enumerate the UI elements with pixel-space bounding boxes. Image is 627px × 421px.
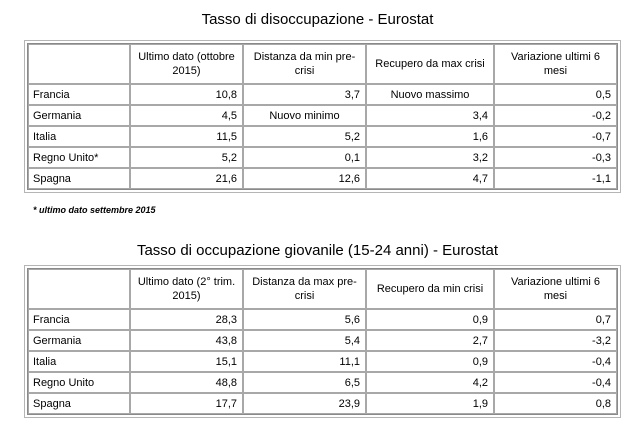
header-cell-dist: Distanza da min pre-crisi	[243, 44, 366, 84]
cell-recovery: 2,7	[366, 330, 494, 351]
cell-recovery: 4,2	[366, 372, 494, 393]
cell-change: -0,3	[494, 147, 617, 168]
cell-change: -0,2	[494, 105, 617, 126]
header-cell-change: Variazione ultimi 6 mesi	[494, 269, 617, 309]
cell-dist: Nuovo minimo	[243, 105, 366, 126]
cell-dist: 12,6	[243, 168, 366, 189]
cell-last: 4,5	[130, 105, 243, 126]
table-row: Regno Unito 48,8 6,5 4,2 -0,4	[28, 372, 617, 393]
cell-recovery: 3,4	[366, 105, 494, 126]
cell-last: 5,2	[130, 147, 243, 168]
unemployment-table: Ultimo dato (ottobre 2015) Distanza da m…	[27, 43, 618, 190]
cell-country: Germania	[28, 105, 130, 126]
cell-dist: 23,9	[243, 393, 366, 414]
cell-change: 0,5	[494, 84, 617, 105]
cell-change: 0,8	[494, 393, 617, 414]
cell-country: Germania	[28, 330, 130, 351]
youth-employment-table: Ultimo dato (2° trim. 2015) Distanza da …	[27, 268, 618, 415]
table-title-youth-employment: Tasso di occupazione giovanile (15-24 an…	[136, 242, 499, 259]
header-cell-last: Ultimo dato (ottobre 2015)	[130, 44, 243, 84]
cell-dist: 11,1	[243, 351, 366, 372]
table-row: Germania 4,5 Nuovo minimo 3,4 -0,2	[28, 105, 617, 126]
table-row: Italia 15,1 11,1 0,9 -0,4	[28, 351, 617, 372]
cell-last: 10,8	[130, 84, 243, 105]
header-cell-recovery: Recupero da max crisi	[366, 44, 494, 84]
table-title-unemployment: Tasso di disoccupazione - Eurostat	[201, 11, 434, 28]
cell-last: 15,1	[130, 351, 243, 372]
cell-dist: 0,1	[243, 147, 366, 168]
header-cell-change: Variazione ultimi 6 mesi	[494, 44, 617, 84]
cell-country: Regno Unito*	[28, 147, 130, 168]
cell-last: 48,8	[130, 372, 243, 393]
cell-change: -0,4	[494, 351, 617, 372]
cell-dist: 3,7	[243, 84, 366, 105]
cell-change: -0,7	[494, 126, 617, 147]
cell-country: Spagna	[28, 168, 130, 189]
cell-change: -3,2	[494, 330, 617, 351]
table-row: Spagna 17,7 23,9 1,9 0,8	[28, 393, 617, 414]
cell-last: 28,3	[130, 309, 243, 330]
cell-recovery: 0,9	[366, 309, 494, 330]
cell-dist: 5,6	[243, 309, 366, 330]
cell-change: 0,7	[494, 309, 617, 330]
cell-recovery: 4,7	[366, 168, 494, 189]
table-row: Regno Unito* 5,2 0,1 3,2 -0,3	[28, 147, 617, 168]
header-cell-country	[28, 269, 130, 309]
cell-dist: 5,4	[243, 330, 366, 351]
header-cell-last: Ultimo dato (2° trim. 2015)	[130, 269, 243, 309]
footnote: * ultimo dato settembre 2015	[33, 205, 156, 215]
cell-country: Regno Unito	[28, 372, 130, 393]
table-header-row: Ultimo dato (2° trim. 2015) Distanza da …	[28, 269, 617, 309]
cell-dist: 5,2	[243, 126, 366, 147]
cell-recovery: 1,6	[366, 126, 494, 147]
header-cell-country	[28, 44, 130, 84]
cell-country: Francia	[28, 84, 130, 105]
header-cell-recovery: Recupero da min crisi	[366, 269, 494, 309]
cell-country: Italia	[28, 351, 130, 372]
table-row: Francia 10,8 3,7 Nuovo massimo 0,5	[28, 84, 617, 105]
cell-recovery: Nuovo massimo	[366, 84, 494, 105]
table-row: Francia 28,3 5,6 0,9 0,7	[28, 309, 617, 330]
cell-country: Spagna	[28, 393, 130, 414]
cell-last: 17,7	[130, 393, 243, 414]
cell-change: -1,1	[494, 168, 617, 189]
cell-recovery: 0,9	[366, 351, 494, 372]
header-cell-dist: Distanza da max pre-crisi	[243, 269, 366, 309]
table-row: Italia 11,5 5,2 1,6 -0,7	[28, 126, 617, 147]
table-header-row: Ultimo dato (ottobre 2015) Distanza da m…	[28, 44, 617, 84]
cell-recovery: 3,2	[366, 147, 494, 168]
cell-last: 43,8	[130, 330, 243, 351]
cell-last: 21,6	[130, 168, 243, 189]
table-row: Spagna 21,6 12,6 4,7 -1,1	[28, 168, 617, 189]
cell-change: -0,4	[494, 372, 617, 393]
cell-dist: 6,5	[243, 372, 366, 393]
cell-recovery: 1,9	[366, 393, 494, 414]
cell-country: Italia	[28, 126, 130, 147]
table-row: Germania 43,8 5,4 2,7 -3,2	[28, 330, 617, 351]
cell-last: 11,5	[130, 126, 243, 147]
cell-country: Francia	[28, 309, 130, 330]
